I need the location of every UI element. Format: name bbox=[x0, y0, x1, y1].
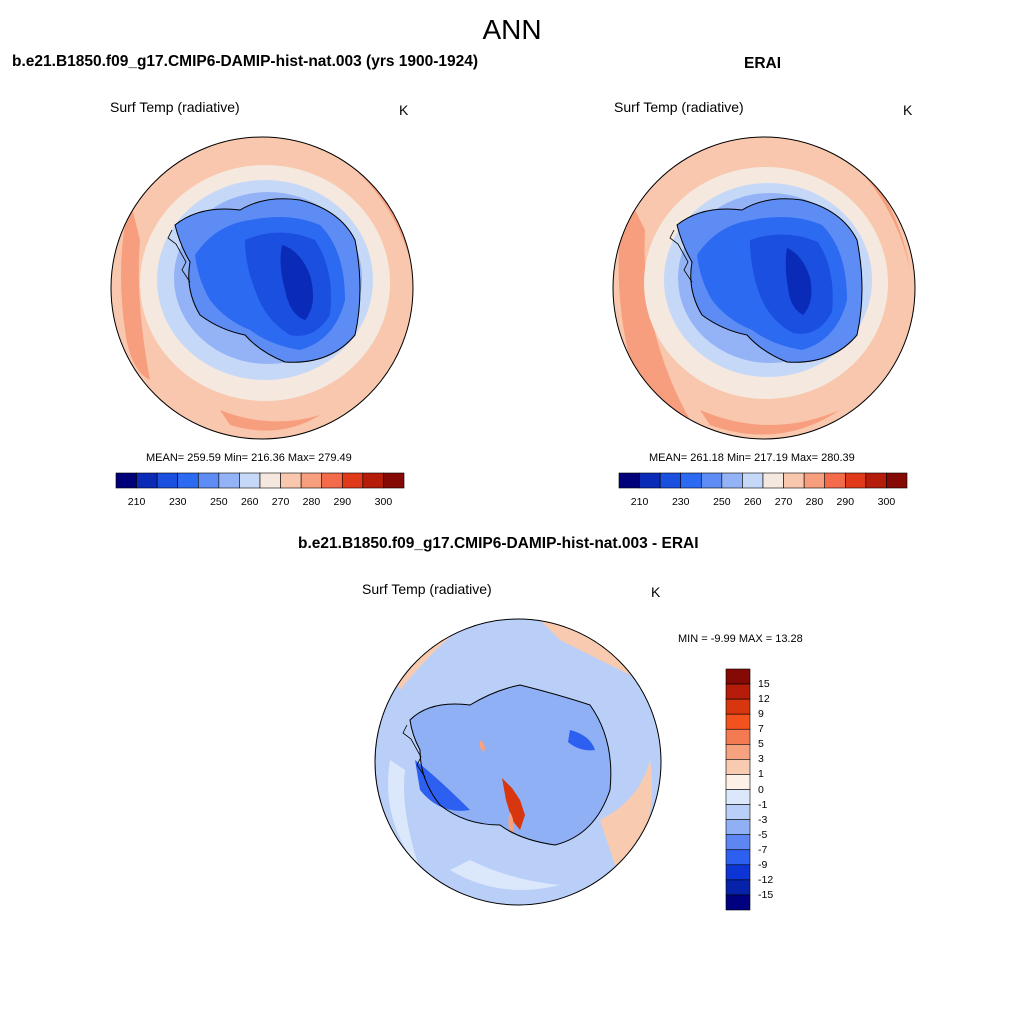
panel1-colorbar-tick-label: 260 bbox=[240, 496, 259, 508]
panel1-colorbar-swatch bbox=[321, 472, 343, 489]
panel1-colorbar bbox=[115, 472, 405, 489]
panel2-colorbar bbox=[618, 472, 908, 489]
panel2-colorbar-swatch bbox=[844, 472, 867, 489]
panel3-colorbar-tick-label: 15 bbox=[758, 678, 770, 691]
panel3-colorbar-swatch bbox=[725, 744, 751, 760]
panel3-colorbar-swatch bbox=[725, 683, 751, 700]
panel3-colorbar-tick-label: -12 bbox=[758, 873, 774, 886]
panel2-stats: MEAN= 261.18 Min= 217.19 Max= 280.39 bbox=[649, 452, 855, 464]
panel1-colorbar-swatch bbox=[156, 472, 179, 489]
panel2-colorbar-tick-label: 300 bbox=[877, 496, 896, 508]
panel2-colorbar-swatch bbox=[803, 472, 826, 489]
panel3-colorbar-tick-label: -1 bbox=[758, 798, 768, 811]
panel3-colorbar-tick-label: 5 bbox=[758, 738, 764, 751]
panel2-map bbox=[613, 137, 915, 439]
panel3-colorbar-swatch bbox=[725, 879, 751, 896]
panel3-variable-label: Surf Temp (radiative) bbox=[362, 581, 492, 597]
panel1-colorbar-swatch bbox=[300, 472, 323, 489]
panel3-colorbar-tick-label: 0 bbox=[758, 783, 764, 796]
panel3-colorbar-swatch bbox=[725, 864, 751, 881]
panel3-colorbar-tick-label: -3 bbox=[758, 813, 768, 826]
panel3-colorbar-swatch bbox=[725, 834, 751, 851]
panel1-colorbar-swatch bbox=[383, 472, 405, 489]
panel2-units-label: K bbox=[903, 102, 913, 118]
panel3-colorbar-swatch bbox=[725, 698, 751, 715]
panel3-colorbar-tick-label: 3 bbox=[758, 753, 764, 766]
panel3-colorbar-swatch bbox=[725, 728, 751, 745]
panel1-stats: MEAN= 259.59 Min= 216.36 Max= 279.49 bbox=[146, 452, 352, 464]
panel1-units-label: K bbox=[399, 102, 409, 118]
panel2-colorbar-tick-label: 260 bbox=[743, 496, 762, 508]
panel2-colorbar-tick-label: 270 bbox=[774, 496, 793, 508]
panel1-colorbar-tick-label: 250 bbox=[210, 496, 228, 508]
panel3-colorbar-tick-label: -15 bbox=[758, 888, 774, 901]
panel3-colorbar-swatch bbox=[725, 774, 751, 790]
panel1-case-title: b.e21.B1850.f09_g17.CMIP6-DAMIP-hist-nat… bbox=[12, 53, 479, 70]
panel3-case-title: b.e21.B1850.f09_g17.CMIP6-DAMIP-hist-nat… bbox=[298, 535, 699, 552]
panel1-colorbar-tick-label: 210 bbox=[127, 496, 146, 508]
panel3-colorbar-swatch bbox=[725, 713, 751, 730]
panel3-colorbar-tick-label: 7 bbox=[758, 723, 764, 736]
panel1-colorbar-swatch bbox=[362, 472, 384, 489]
panel2-colorbar-swatch bbox=[618, 472, 640, 489]
panel1-colorbar-swatch bbox=[259, 472, 281, 489]
panel3-colorbar-tick-label: 9 bbox=[758, 708, 764, 721]
panel2-colorbar-ticks: 210 230 250 260 270 280 290 300 bbox=[0, 496, 1024, 510]
panel2-case-title: ERAI bbox=[744, 55, 782, 72]
panel2-colorbar-tick-label: 250 bbox=[713, 496, 731, 508]
panel2-colorbar-tick-label: 290 bbox=[836, 496, 855, 508]
panel2-colorbar-swatch bbox=[721, 472, 743, 489]
panel2-colorbar-swatch bbox=[886, 472, 908, 489]
panel2-variable-label: Surf Temp (radiative) bbox=[614, 99, 744, 115]
panel1-colorbar-tick-label: 270 bbox=[271, 496, 290, 508]
panel1-colorbar-swatch bbox=[341, 472, 364, 489]
panel1-colorbar-swatch bbox=[177, 472, 199, 489]
panel3-stats: MIN = -9.99 MAX = 13.28 bbox=[678, 633, 803, 645]
panel3-colorbar-tick-label: -5 bbox=[758, 828, 768, 841]
panel1-colorbar-swatch bbox=[218, 472, 240, 489]
panel3-map bbox=[375, 619, 661, 905]
panel2-colorbar-tick-label: 280 bbox=[805, 496, 824, 508]
panel1-colorbar-swatch bbox=[197, 472, 220, 489]
panel2-colorbar-swatch bbox=[680, 472, 702, 489]
panel3-units-label: K bbox=[651, 584, 661, 600]
panel1-colorbar-ticks: 210 230 250 260 270 280 290 300 bbox=[0, 496, 1024, 510]
panel3-colorbar-tick-label: -7 bbox=[758, 843, 768, 856]
panel3-colorbar-swatch bbox=[725, 789, 751, 805]
panel1-colorbar-swatch bbox=[115, 472, 137, 489]
panel2-colorbar-swatch bbox=[824, 472, 846, 489]
panel1-colorbar-swatch bbox=[136, 472, 158, 489]
panel2-colorbar-tick-label: 230 bbox=[671, 496, 690, 508]
panel2-colorbar-swatch bbox=[865, 472, 887, 489]
panel3-colorbar-ticks: 15 12 9 7 5 3 1 0 -1 -3 -5 -7 -9 -12 -15 bbox=[758, 0, 798, 1024]
panel1-colorbar-tick-label: 230 bbox=[168, 496, 187, 508]
panel3-colorbar-tick-label: 1 bbox=[758, 768, 764, 781]
panel3-colorbar-swatch bbox=[725, 819, 751, 835]
panel3-colorbar-tick-label: -9 bbox=[758, 858, 768, 871]
panel2-colorbar-tick-label: 210 bbox=[630, 496, 649, 508]
panel1-colorbar-swatch bbox=[239, 472, 261, 489]
panel1-colorbar-tick-label: 280 bbox=[302, 496, 321, 508]
panel2-colorbar-swatch bbox=[700, 472, 723, 489]
panel1-map bbox=[111, 137, 413, 439]
figure-title: ANN bbox=[482, 14, 542, 45]
panel3-colorbar-swatch bbox=[725, 849, 751, 866]
panel1-colorbar-swatch bbox=[280, 472, 302, 489]
panel2-colorbar-swatch bbox=[639, 472, 661, 489]
panel3-colorbar-swatch bbox=[725, 804, 751, 820]
panel3-colorbar-swatch bbox=[725, 759, 751, 775]
panel1-colorbar-tick-label: 300 bbox=[374, 496, 393, 508]
panel2-colorbar-swatch bbox=[659, 472, 682, 489]
panel1-variable-label: Surf Temp (radiative) bbox=[110, 99, 240, 115]
panel1-colorbar-tick-label: 290 bbox=[333, 496, 352, 508]
panel3-colorbar bbox=[725, 668, 751, 911]
panel3-colorbar-tick-label: 12 bbox=[758, 693, 770, 706]
panel3-colorbar-swatch bbox=[725, 894, 751, 911]
panel3-colorbar-swatch bbox=[725, 668, 751, 685]
